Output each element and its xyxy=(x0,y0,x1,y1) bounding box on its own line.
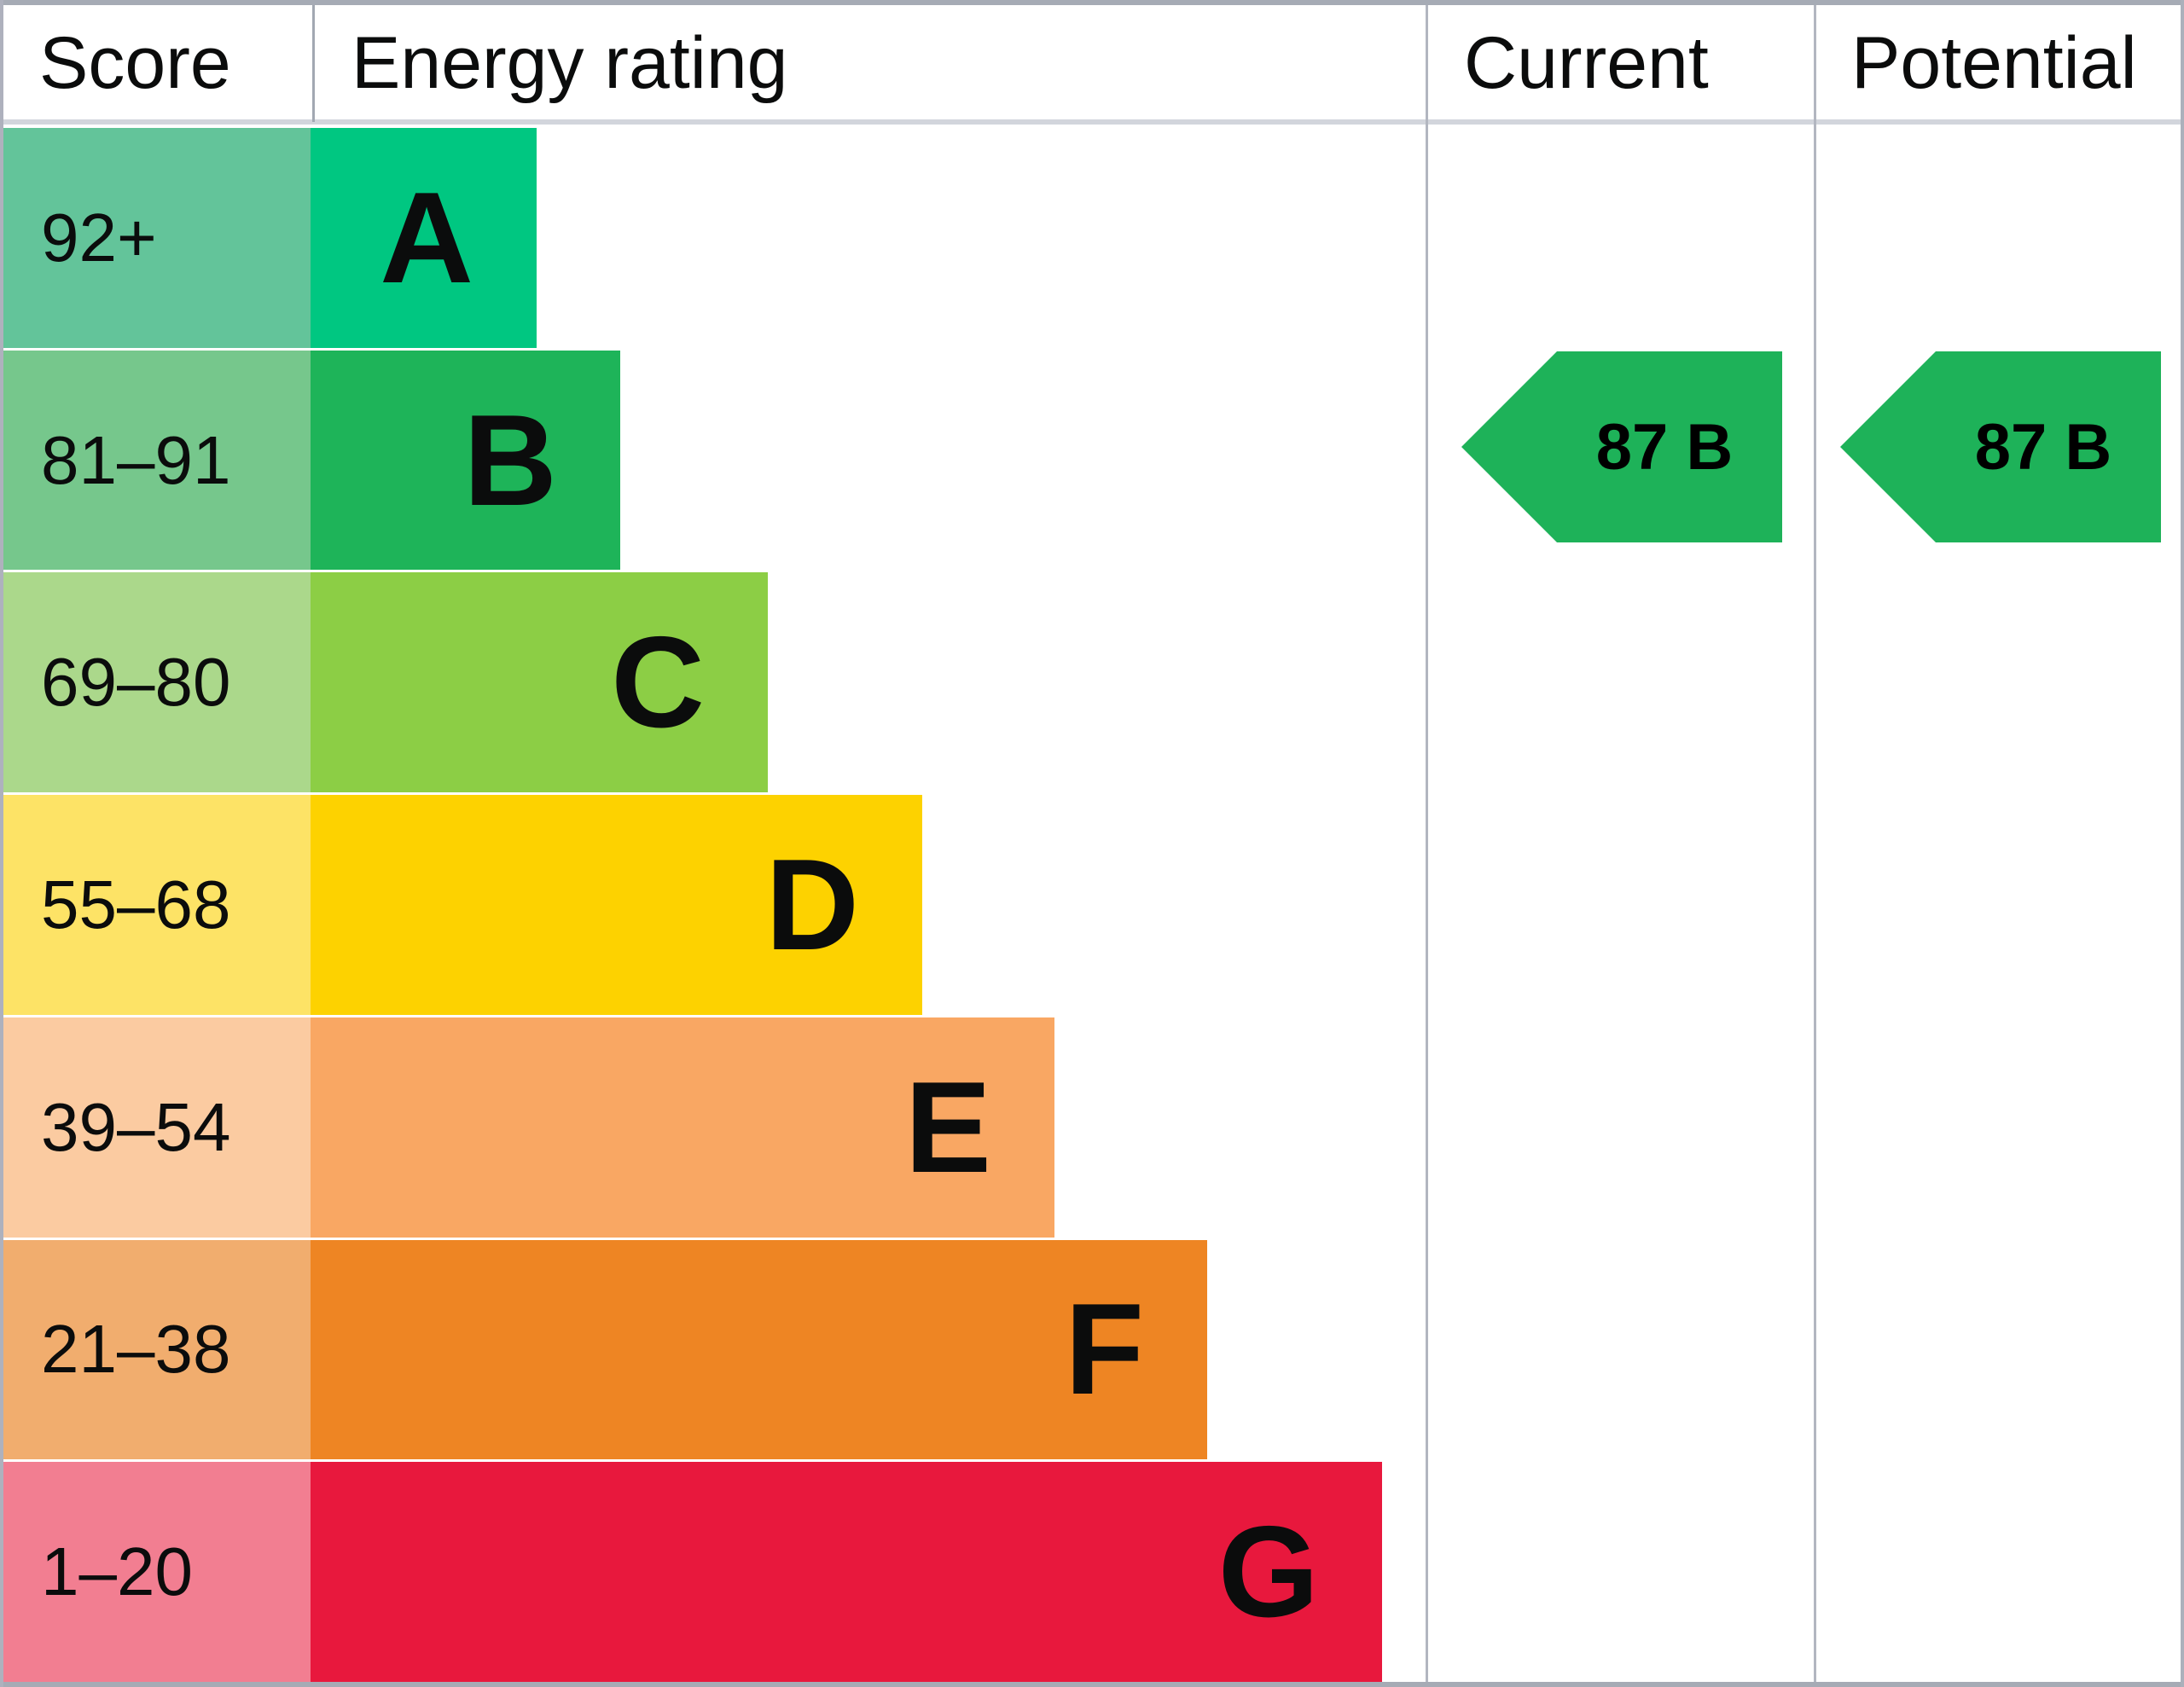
table-border-bottom xyxy=(0,1682,2184,1687)
column-header-energy-rating: Energy rating xyxy=(351,21,788,104)
table-border-left xyxy=(0,0,3,1687)
current-column-divider xyxy=(1426,5,1428,1682)
rating-row-f: 21–38 F xyxy=(3,1239,1422,1463)
score-range-a: 92+ xyxy=(3,128,311,348)
column-header-score: Score xyxy=(39,21,231,104)
potential-column-divider xyxy=(1814,5,1816,1682)
table-border-right xyxy=(2181,0,2184,1687)
rating-bar-c: C xyxy=(311,572,768,793)
rating-row-c: 69–80 C xyxy=(3,572,1422,796)
rating-bar-e: E xyxy=(311,1017,1054,1238)
score-range-f: 21–38 xyxy=(3,1239,311,1460)
rating-row-b: 81–91 B xyxy=(3,350,1422,573)
column-header-current: Current xyxy=(1464,21,1709,104)
rating-bar-b: B xyxy=(311,350,620,571)
potential-rating-value: 87 B xyxy=(1974,410,2112,484)
header-underline xyxy=(0,119,2184,125)
score-range-g: 1–20 xyxy=(3,1462,311,1683)
current-rating-arrow: 87 B xyxy=(1461,351,1782,542)
rating-row-d: 55–68 D xyxy=(3,795,1422,1017)
score-range-c: 69–80 xyxy=(3,572,311,793)
rating-row-a: 92+ A xyxy=(3,128,1422,351)
rating-bar-f: F xyxy=(311,1239,1207,1460)
rating-row-e: 39–54 E xyxy=(3,1017,1422,1240)
column-header-potential: Potential xyxy=(1851,21,2137,104)
rating-bar-d: D xyxy=(311,795,922,1015)
potential-rating-arrow: 87 B xyxy=(1840,351,2161,542)
score-range-b: 81–91 xyxy=(3,350,311,571)
current-rating-value: 87 B xyxy=(1595,410,1734,484)
rating-bar-a: A xyxy=(311,128,537,348)
score-range-d: 55–68 xyxy=(3,795,311,1015)
rating-rows: 92+ A 81–91 B 69–80 C 55–68 D 39–54 E 21–38 F 1–20 G xyxy=(3,128,1422,1683)
rating-row-g: 1–20 G xyxy=(3,1462,1422,1683)
score-column-divider xyxy=(312,5,315,122)
table-border-top xyxy=(0,0,2184,5)
score-range-e: 39–54 xyxy=(3,1017,311,1238)
rating-bar-g: G xyxy=(311,1462,1382,1683)
